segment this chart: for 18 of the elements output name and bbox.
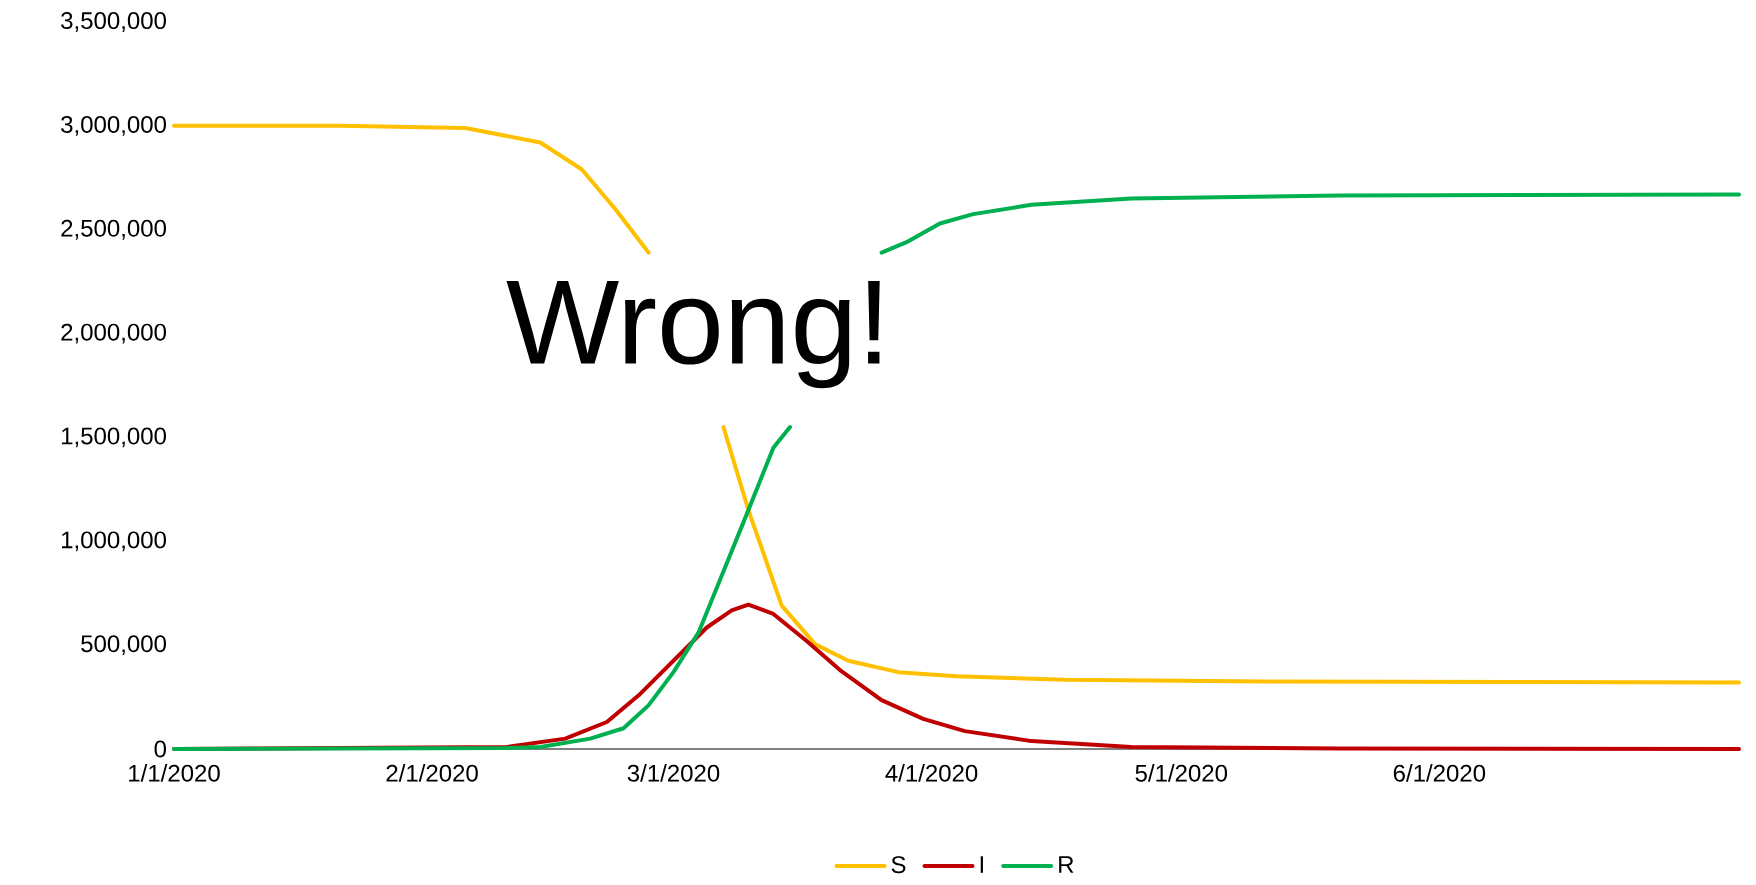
x-tick-label: 6/1/2020 xyxy=(1393,764,1486,782)
annotation: Wrong! xyxy=(506,280,880,389)
x-tick-label: 5/1/2020 xyxy=(1135,764,1228,782)
y-tick-label: 3,000,000 xyxy=(61,115,166,136)
legend-label: I xyxy=(980,856,983,873)
y-tick-label: 1,500,000 xyxy=(61,427,166,448)
y-tick-label: 0 xyxy=(154,740,167,758)
y-tick-label: 500,000 xyxy=(81,635,166,656)
legend-label: S xyxy=(891,856,906,874)
y-tick-label: 1,000,000 xyxy=(61,531,166,552)
legend-label: R xyxy=(1059,856,1074,873)
x-tick-label: 1/1/2020 xyxy=(129,764,220,782)
x-tick-label: 3/1/2020 xyxy=(627,764,720,782)
y-tick-label: 2,500,000 xyxy=(61,219,166,240)
y-tick-label: 2,000,000 xyxy=(61,323,166,344)
y-tick-label: 3,500,000 xyxy=(61,12,166,32)
x-tick-label: 4/1/2020 xyxy=(885,764,978,782)
x-tick-label: 2/1/2020 xyxy=(386,764,478,782)
